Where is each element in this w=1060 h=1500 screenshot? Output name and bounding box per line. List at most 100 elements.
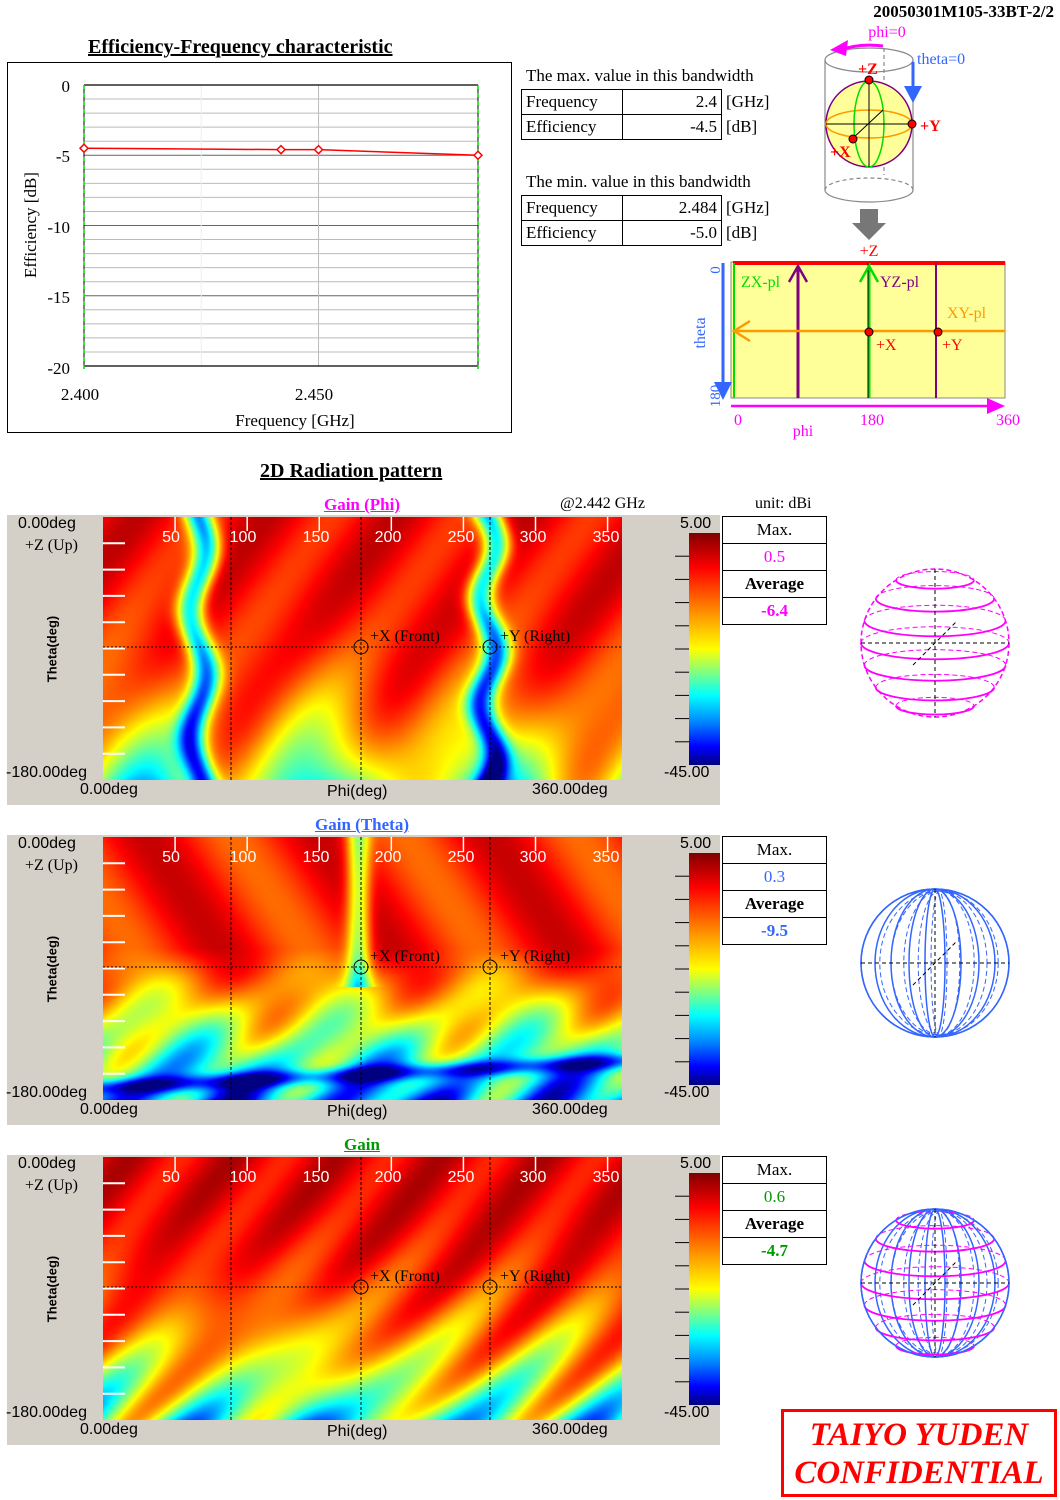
map-plus-z: +Z — [860, 243, 879, 260]
right-marker — [482, 639, 498, 655]
phi-start-label: 0.00deg — [80, 1421, 138, 1438]
efficiency-line — [83, 147, 479, 156]
y-tick: 0 — [62, 77, 71, 96]
right-label: +Y (Right) — [500, 948, 570, 965]
colorbar — [689, 853, 720, 1085]
theta-axis-label: theta — [692, 317, 709, 348]
data-point — [78, 143, 90, 154]
radiation-heatmap — [103, 1157, 622, 1420]
phi-tick: 150 — [303, 1169, 330, 1186]
document-id: 20050301M105-33BT-2/2 — [873, 2, 1054, 21]
phi-axis-label: phi — [793, 423, 814, 440]
phi-end-label: 360.00deg — [532, 1101, 608, 1118]
table-row: Frequency 2.4 [GHz] — [521, 89, 774, 115]
phi-tick: 150 — [303, 849, 330, 866]
down-arrow-icon — [852, 209, 886, 240]
front-marker — [353, 639, 369, 655]
map-plus-y: +Y — [942, 337, 963, 354]
efficiency-chart: 0 -5 -10 -15 -20 2.400 2.450 Frequency [… — [21, 77, 484, 430]
colorbar — [689, 1173, 720, 1405]
max-label: Max. — [723, 517, 826, 544]
cell-label: Frequency — [521, 195, 623, 221]
cell-unit: [GHz] — [726, 92, 770, 111]
average-value: -6.4 — [761, 601, 788, 620]
heatmap-overlay: +X (Front) +Y (Right) 50 100 150 200 250… — [103, 837, 622, 1100]
max-table: Frequency 2.4 [GHz] Efficiency -4.5 [dB] — [521, 89, 774, 140]
radiation-heatmap — [103, 517, 622, 780]
phi-axis-label: Phi(deg) — [327, 783, 388, 800]
average-label: Average — [723, 571, 826, 598]
phi-start-label: 0.00deg — [80, 781, 138, 798]
coordinate-diagram: phi=0 theta=0 +Z +Y +X +Z ZX-pl YZ-pl XY… — [692, 24, 1020, 440]
phi-tick: 50 — [162, 1169, 180, 1186]
max-label: Max. — [723, 1157, 826, 1184]
latitude-line — [863, 665, 1007, 682]
latitude-line — [875, 585, 995, 599]
phi-360-label: 360 — [996, 412, 1020, 429]
table-row: Efficiency -4.5 [dB] — [521, 114, 774, 140]
right-marker — [482, 959, 498, 975]
colorbar-min-label: -45.00 — [664, 1404, 710, 1421]
colorbar-max-label: 5.00 — [680, 1155, 712, 1172]
theta-top-label: 0.00deg — [18, 515, 76, 532]
plus-z-label: +Z — [858, 61, 878, 78]
colorbar-max-label: 5.00 — [680, 835, 712, 852]
theta-axis-label: Theta(deg) — [44, 935, 60, 1003]
data-point — [313, 144, 324, 155]
latitude-line — [860, 1266, 1010, 1284]
colorbar-ticks — [675, 1195, 689, 1383]
cell-label: Efficiency — [521, 114, 623, 140]
y-tick: -10 — [47, 218, 70, 237]
colorbar-min-label: -45.00 — [664, 764, 710, 781]
latitude-line — [860, 642, 1010, 661]
y-tick: -5 — [56, 147, 70, 166]
phi-end-label: 360.00deg — [532, 781, 608, 798]
plus-x-label: +X — [830, 144, 851, 161]
phi-tick: 100 — [230, 529, 257, 546]
cell-value: -5.0 — [622, 220, 722, 246]
panel-title: Gain — [344, 1135, 380, 1154]
confidential-line1: TAIYO YUDEN — [809, 1417, 1029, 1453]
phi-tick: 350 — [593, 1169, 620, 1186]
theta-axis-label: Theta(deg) — [44, 615, 60, 683]
theta-0-label: 0 — [708, 266, 724, 274]
theta0-label: theta=0 — [917, 51, 965, 68]
sphere-icon — [825, 75, 917, 168]
plus-y-label: +Y — [920, 118, 941, 135]
table-row: Efficiency -5.0 [dB] — [521, 220, 774, 246]
data-point — [275, 144, 287, 155]
radiation-heatmap — [103, 837, 622, 1100]
average-label: Average — [723, 891, 826, 918]
efficiency-title: Efficiency-Frequency characteristic — [88, 36, 393, 58]
longitude-line — [879, 890, 999, 1036]
latitude-line — [874, 687, 996, 702]
longitude-line — [879, 1210, 999, 1356]
colorbar — [689, 533, 720, 765]
x-tick: 2.450 — [295, 385, 333, 404]
radiation-title: 2D Radiation pattern — [260, 460, 443, 482]
phi-tick: 150 — [303, 529, 330, 546]
heatmap-overlay: +X (Front) +Y (Right) 50 100 150 200 250… — [103, 517, 622, 780]
efficiency-chart-frame — [7, 62, 512, 433]
x-axis — [912, 1260, 958, 1306]
colorbar-min-label: -45.00 — [664, 1084, 710, 1101]
theta-180-label: 180 — [708, 385, 724, 408]
yz-plane-label: YZ-pl — [880, 274, 920, 291]
phi-tick: 100 — [230, 849, 257, 866]
theta-bottom-label: -180.00deg — [6, 1404, 87, 1421]
max-value: 0.6 — [723, 1184, 826, 1211]
max-label: Max. — [723, 837, 826, 864]
min-caption: The min. value in this bandwidth — [526, 172, 751, 191]
average-value: -4.7 — [761, 1241, 788, 1260]
latitude-line — [875, 673, 995, 688]
confidential-stamp: TAIYO YUDEN CONFIDENTIAL — [781, 1409, 1057, 1497]
average-label: Average — [723, 1211, 826, 1238]
latitude-line — [875, 1313, 995, 1328]
up-label: +Z (Up) — [25, 857, 79, 874]
latitude-line — [874, 1327, 996, 1342]
theta-bottom-label: -180.00deg — [6, 1084, 87, 1101]
phi0-label: phi=0 — [868, 24, 905, 41]
confidential-line2: CONFIDENTIAL — [794, 1455, 1044, 1491]
phi-tick: 250 — [448, 849, 475, 866]
